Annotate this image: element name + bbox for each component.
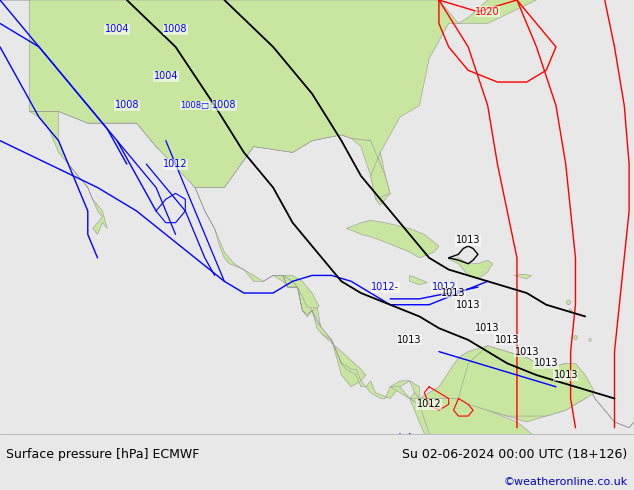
Polygon shape bbox=[29, 111, 366, 387]
Polygon shape bbox=[404, 469, 439, 490]
Text: 1008: 1008 bbox=[115, 100, 139, 110]
Polygon shape bbox=[458, 346, 595, 416]
Text: Su 02-06-2024 00:00 UTC (18+126): Su 02-06-2024 00:00 UTC (18+126) bbox=[403, 448, 628, 461]
Polygon shape bbox=[410, 398, 434, 445]
Text: 1012: 1012 bbox=[417, 399, 441, 409]
Polygon shape bbox=[346, 220, 439, 258]
Text: 1020: 1020 bbox=[476, 7, 500, 17]
Polygon shape bbox=[449, 258, 493, 279]
Circle shape bbox=[569, 309, 572, 312]
Text: 1013: 1013 bbox=[495, 335, 519, 345]
Text: 1012: 1012 bbox=[432, 282, 456, 292]
Circle shape bbox=[574, 336, 577, 340]
Text: 1004: 1004 bbox=[153, 71, 178, 81]
Text: 1012-: 1012- bbox=[372, 282, 399, 292]
Polygon shape bbox=[0, 0, 536, 199]
Circle shape bbox=[589, 339, 592, 342]
Text: 1013: 1013 bbox=[456, 235, 481, 245]
Text: 1013: 1013 bbox=[553, 370, 578, 380]
Polygon shape bbox=[514, 274, 531, 279]
Polygon shape bbox=[410, 275, 427, 285]
Text: ©weatheronline.co.uk: ©weatheronline.co.uk bbox=[503, 477, 628, 487]
Polygon shape bbox=[571, 366, 580, 375]
Text: 1013: 1013 bbox=[441, 288, 466, 298]
Polygon shape bbox=[273, 275, 420, 398]
Polygon shape bbox=[385, 481, 444, 490]
Text: 1012: 1012 bbox=[164, 159, 188, 169]
Text: 1013: 1013 bbox=[534, 358, 559, 368]
Polygon shape bbox=[390, 387, 614, 490]
Text: 1008: 1008 bbox=[212, 100, 236, 110]
Circle shape bbox=[567, 300, 571, 305]
Text: 1013: 1013 bbox=[476, 323, 500, 333]
Polygon shape bbox=[29, 111, 107, 234]
Polygon shape bbox=[410, 346, 634, 428]
Text: 1008: 1008 bbox=[164, 24, 188, 34]
Text: Surface pressure [hPa] ECMWF: Surface pressure [hPa] ECMWF bbox=[6, 448, 200, 461]
Text: 1013: 1013 bbox=[514, 346, 539, 357]
Polygon shape bbox=[195, 135, 390, 205]
Text: 1013: 1013 bbox=[456, 300, 481, 310]
Text: 1004: 1004 bbox=[105, 24, 129, 34]
Text: 1013: 1013 bbox=[398, 335, 422, 345]
Polygon shape bbox=[283, 275, 319, 308]
Text: 1008□: 1008□ bbox=[181, 101, 210, 110]
